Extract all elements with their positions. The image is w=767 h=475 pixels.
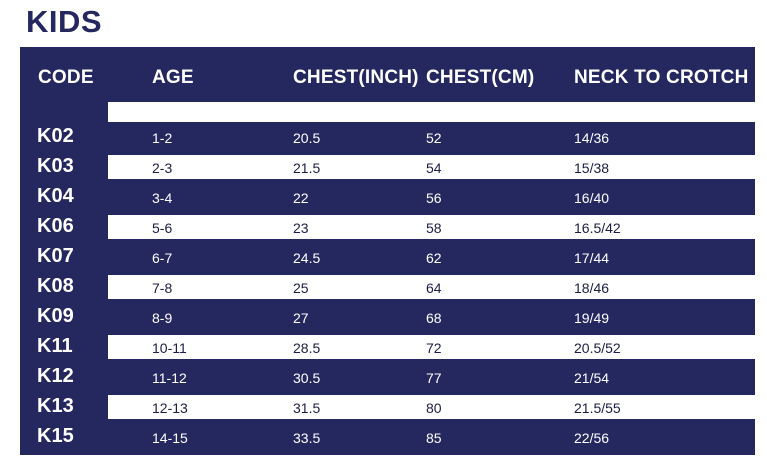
chest-cm-cell: 68 [426,310,442,326]
row-band [108,335,755,359]
chest-inch-cell: 21.5 [293,160,321,176]
age-cell: 12-13 [152,400,188,416]
age-cell: 14-15 [152,430,188,446]
neck-to-crotch-cell: 14/36 [574,130,610,146]
age-cell: 7-8 [152,280,173,296]
chest-inch-cell: 20.5 [293,130,321,146]
neck-to-crotch-cell: 21/54 [574,370,610,386]
size-code: K07 [37,245,74,267]
table-row: K12 11-12 30.5 77 21/54 [20,363,755,391]
neck-to-crotch-cell: 19/49 [574,310,610,326]
row-band [108,185,755,209]
row-band [108,125,755,149]
chest-cm-cell: 54 [426,160,442,176]
row-band [108,245,755,269]
neck-to-crotch-cell: 21.5/55 [574,400,621,416]
row-band [108,305,755,329]
chest-cm-cell: 77 [426,370,442,386]
chest-cm-cell: 72 [426,340,442,356]
chest-cm-cell: 52 [426,130,442,146]
row-band [108,425,755,449]
chest-inch-cell: 23 [293,220,309,236]
chest-inch-cell: 22 [293,190,309,206]
page-title: KIDS [26,4,103,39]
table-row: K11 10-11 28.5 72 20.5/52 [20,333,755,361]
row-band [108,275,755,299]
size-code: K03 [37,155,74,177]
row-band [108,395,755,419]
neck-to-crotch-cell: 22/56 [574,430,610,446]
size-chart-table: CODE AGE CHEST(INCH) CHEST(CM) NECK TO C… [20,47,755,455]
chest-inch-cell: 24.5 [293,250,321,266]
age-cell: 1-2 [152,130,173,146]
age-cell: 10-11 [152,340,187,356]
age-cell: 5-6 [152,220,173,236]
table-row: K13 12-13 31.5 80 21.5/55 [20,393,755,421]
size-code: K08 [37,275,74,297]
header-chest-cm: CHEST(CM) [426,67,535,88]
chest-inch-cell: 31.5 [293,400,321,416]
neck-to-crotch-cell: 16/40 [574,190,610,206]
neck-to-crotch-cell: 15/38 [574,160,610,176]
chest-inch-cell: 28.5 [293,340,321,356]
chest-inch-cell: 27 [293,310,309,326]
neck-to-crotch-cell: 17/44 [574,250,610,266]
header-code: CODE [38,67,94,88]
chest-inch-cell: 33.5 [293,430,321,446]
size-code: K13 [37,395,74,417]
chest-inch-cell: 25 [293,280,309,296]
age-cell: 8-9 [152,310,173,326]
size-code: K06 [37,215,74,237]
age-cell: 6-7 [152,250,173,266]
chest-cm-cell: 64 [426,280,442,296]
chest-cm-cell: 58 [426,220,442,236]
neck-to-crotch-cell: 20.5/52 [574,340,621,356]
age-cell: 2-3 [152,160,173,176]
chest-cm-cell: 56 [426,190,442,206]
header-chest-inch: CHEST(INCH) [293,67,419,88]
table-row: K07 6-7 24.5 62 17/44 [20,243,755,271]
header-age: AGE [152,67,194,88]
table-row: K08 7-8 25 64 18/46 [20,273,755,301]
neck-to-crotch-cell: 18/46 [574,280,610,296]
age-cell: 3-4 [152,190,173,206]
age-cell: 11-12 [152,370,187,386]
size-code: K15 [37,425,74,447]
row-band [108,365,755,389]
table-row: K04 3-4 22 56 16/40 [20,183,755,211]
chest-inch-cell: 30.5 [293,370,321,386]
header-neck-to-crotch: NECK TO CROTCH [574,67,749,88]
table-row: K09 8-9 27 68 19/49 [20,303,755,331]
header-divider [108,102,755,122]
size-code: K11 [37,335,73,357]
table-row: K15 14-15 33.5 85 22/56 [20,423,755,451]
row-band [108,215,755,239]
table-row: K03 2-3 21.5 54 15/38 [20,153,755,181]
chest-cm-cell: 62 [426,250,442,266]
size-code: K09 [37,305,74,327]
size-code: K12 [37,365,74,387]
size-code: K04 [37,185,74,207]
table-row: K02 1-2 20.5 52 14/36 [20,123,755,151]
chest-cm-cell: 85 [426,430,442,446]
table-row: K06 5-6 23 58 16.5/42 [20,213,755,241]
chest-cm-cell: 80 [426,400,442,416]
row-band [108,155,755,179]
neck-to-crotch-cell: 16.5/42 [574,220,621,236]
size-code: K02 [37,125,74,147]
